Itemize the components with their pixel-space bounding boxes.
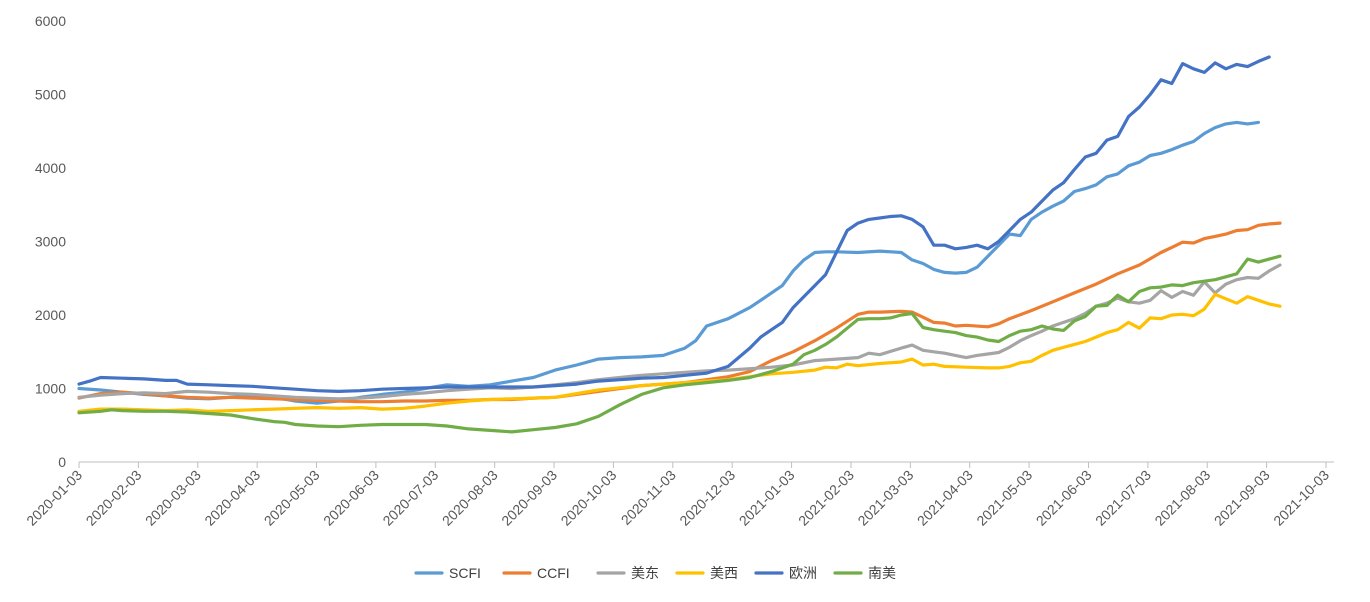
- y-tick-label: 4000: [35, 160, 66, 176]
- x-tick-label: 2021-07-03: [1092, 467, 1154, 529]
- x-tick-label: 2021-06-03: [1033, 467, 1095, 529]
- x-tick-label: 2021-01-03: [736, 467, 798, 529]
- x-tick-label: 2021-04-03: [914, 467, 976, 529]
- series-line-0: [77, 120, 1260, 405]
- series-line-3: [77, 292, 1282, 413]
- x-tick-label: 2020-12-03: [676, 467, 738, 529]
- legend: SCFI CCFI 美东 美西 欧洲 南美: [414, 565, 896, 581]
- axis-layer: 01000200030004000500060002020-01-032020-…: [23, 13, 1334, 529]
- y-tick-label: 2000: [35, 307, 66, 323]
- series-line-1: [77, 221, 1282, 404]
- x-tick-label: 2020-07-03: [379, 467, 441, 529]
- x-tick-label: 2020-06-03: [320, 467, 382, 529]
- legend-label: 美西: [710, 565, 738, 581]
- series-line-2: [77, 263, 1282, 401]
- x-tick-label: 2021-02-03: [795, 467, 857, 529]
- legend-label: 欧洲: [789, 565, 817, 581]
- x-tick-label: 2020-04-03: [201, 467, 263, 529]
- x-tick-label: 2020-02-03: [83, 467, 145, 529]
- x-tick-label: 2020-09-03: [498, 467, 560, 529]
- y-tick-label: 6000: [35, 13, 66, 29]
- legend-label: CCFI: [537, 565, 570, 581]
- x-tick-label: 2020-10-03: [558, 467, 620, 529]
- series-line-4: [77, 55, 1271, 393]
- x-tick-label: 2020-08-03: [439, 467, 501, 529]
- legend-label: 南美: [868, 565, 896, 581]
- x-tick-label: 2021-10-03: [1270, 467, 1332, 529]
- x-tick-label: 2021-09-03: [1211, 467, 1273, 529]
- y-tick-label: 1000: [35, 381, 66, 397]
- y-tick-label: 0: [58, 454, 66, 470]
- series-line-5: [77, 254, 1282, 434]
- x-tick-label: 2021-08-03: [1151, 467, 1213, 529]
- y-tick-label: 5000: [35, 87, 66, 103]
- legend-label: 美东: [631, 565, 659, 581]
- x-tick-label: 2020-01-03: [23, 467, 85, 529]
- x-tick-label: 2020-11-03: [618, 467, 679, 528]
- y-tick-label: 3000: [35, 234, 66, 250]
- x-tick-label: 2021-03-03: [854, 467, 916, 529]
- x-tick-label: 2020-05-03: [261, 467, 323, 529]
- x-tick-label: 2021-05-03: [973, 467, 1035, 529]
- legend-label: SCFI: [449, 565, 481, 581]
- x-tick-label: 2020-03-03: [142, 467, 204, 529]
- series-layer: [77, 55, 1282, 434]
